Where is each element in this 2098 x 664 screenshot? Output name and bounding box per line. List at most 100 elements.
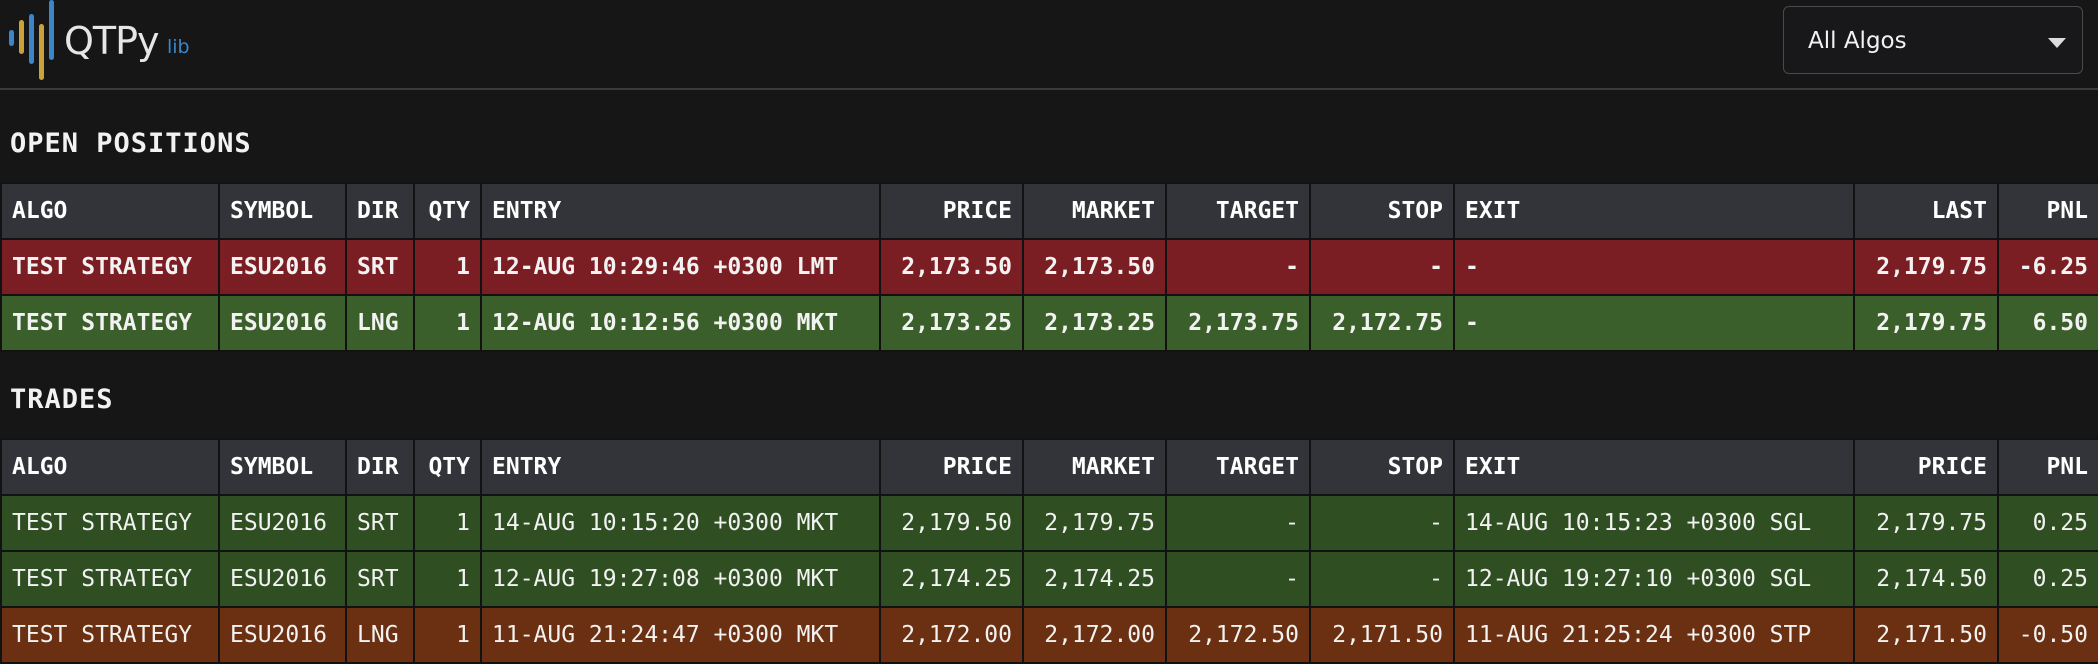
open-positions-table: ALGO SYMBOL DIR QTY ENTRY PRICE MARKET TARGET ST… — [0, 182, 2098, 352]
position-cell-target: 2,173.75 — [1165, 294, 1311, 352]
trade-cell-pnl: 0.25 — [1997, 494, 2098, 552]
trades-col-stop-header[interactable]: STOP — [1309, 438, 1455, 496]
trade-cell-symbol: ESU2016 — [218, 494, 347, 552]
position-cell-pnl: 6.50 — [1997, 294, 2098, 352]
position-cell-qty: 1 — [413, 294, 482, 352]
trade-cell-target: 2,172.50 — [1165, 606, 1311, 664]
trades-header-row: ALGO SYMBOL DIR QTY ENTRY PRICE MARKET TARGET ST… — [0, 438, 2098, 496]
trade-cell-exit: 11-AUG 21:25:24 +0300 STP — [1453, 606, 1855, 664]
trade-cell-algo: TEST STRATEGY — [0, 550, 220, 608]
trade-cell-market: 2,172.00 — [1022, 606, 1167, 664]
trade-cell-target: - — [1165, 494, 1311, 552]
algo-select-value: All Algos — [1808, 28, 1907, 54]
trades-col-qty-header[interactable]: QTY — [413, 438, 482, 496]
logo-bars-icon — [9, 0, 54, 80]
position-row[interactable]: TEST STRATEGY ESU2016 SRT 1 12-AUG 10:29:46 … — [0, 238, 2098, 296]
trades-col-price-header[interactable]: PRICE — [1853, 438, 1999, 496]
trade-cell-pnl: -0.50 — [1997, 606, 2098, 664]
trades-title: TRADES — [10, 384, 114, 415]
trade-cell-target: - — [1165, 550, 1311, 608]
trade-cell-dir: LNG — [345, 606, 415, 664]
algo-select[interactable]: All Algos — [1783, 6, 2083, 74]
trade-cell-algo: TEST STRATEGY — [0, 606, 220, 664]
position-cell-target: - — [1165, 238, 1311, 296]
trades-table: ALGO SYMBOL DIR QTY ENTRY PRICE MARKET TARGET ST… — [0, 438, 2098, 664]
trade-cell-exit-price: 2,171.50 — [1853, 606, 1999, 664]
trade-cell-stop: 2,171.50 — [1309, 606, 1455, 664]
trade-cell-price: 2,174.25 — [879, 550, 1024, 608]
chevron-down-icon — [2048, 38, 2066, 48]
position-cell-stop: - — [1309, 238, 1455, 296]
trade-cell-price: 2,179.50 — [879, 494, 1024, 552]
open-positions-col-algo-header[interactable]: ALGO — [0, 182, 220, 240]
trade-cell-qty: 1 — [413, 550, 482, 608]
trade-cell-algo: TEST STRATEGY — [0, 494, 220, 552]
position-cell-last: 2,179.75 — [1853, 238, 1999, 296]
trade-row[interactable]: TEST STRATEGY ESU2016 SRT 1 12-AUG 19:27:08 … — [0, 550, 2098, 608]
open-positions-col-dir-header[interactable]: DIR — [345, 182, 415, 240]
trades-col-market-header[interactable]: MARKET — [1022, 438, 1167, 496]
position-cell-algo: TEST STRATEGY — [0, 294, 220, 352]
position-cell-exit: - — [1453, 294, 1855, 352]
trade-cell-price: 2,172.00 — [879, 606, 1024, 664]
open-positions-title: OPEN POSITIONS — [10, 128, 252, 159]
position-cell-dir: LNG — [345, 294, 415, 352]
position-cell-stop: 2,172.75 — [1309, 294, 1455, 352]
position-cell-algo: TEST STRATEGY — [0, 238, 220, 296]
position-row[interactable]: TEST STRATEGY ESU2016 LNG 1 12-AUG 10:12:56 … — [0, 294, 2098, 352]
logo-subtext: lib — [167, 36, 190, 58]
position-cell-exit: - — [1453, 238, 1855, 296]
trade-cell-symbol: ESU2016 — [218, 606, 347, 664]
trade-cell-stop: - — [1309, 494, 1455, 552]
trades-col-algo-header[interactable]: ALGO — [0, 438, 220, 496]
qtpylib-logo[interactable]: QTPy lib — [7, 0, 190, 82]
trade-cell-pnl: 0.25 — [1997, 550, 2098, 608]
trades-col-dir-header[interactable]: DIR — [345, 438, 415, 496]
open-positions-col-market-header[interactable]: MARKET — [1022, 182, 1167, 240]
trade-cell-entry: 14-AUG 10:15:20 +0300 MKT — [480, 494, 881, 552]
trades-col-target-header[interactable]: TARGET — [1165, 438, 1311, 496]
open-positions-col-price-header[interactable]: PRICE — [879, 182, 1024, 240]
open-positions-col-stop-header[interactable]: STOP — [1309, 182, 1455, 240]
top-bar: QTPy lib All Algos — [0, 0, 2098, 90]
position-cell-dir: SRT — [345, 238, 415, 296]
trades-col-entry-header[interactable]: ENTRY — [480, 438, 881, 496]
position-cell-price: 2,173.50 — [879, 238, 1024, 296]
trade-cell-market: 2,174.25 — [1022, 550, 1167, 608]
position-cell-symbol: ESU2016 — [218, 238, 347, 296]
trade-cell-stop: - — [1309, 550, 1455, 608]
trade-cell-market: 2,179.75 — [1022, 494, 1167, 552]
position-cell-entry: 12-AUG 10:29:46 +0300 LMT — [480, 238, 881, 296]
trade-row[interactable]: TEST STRATEGY ESU2016 LNG 1 11-AUG 21:24:47 … — [0, 606, 2098, 664]
open-positions-col-entry-header[interactable]: ENTRY — [480, 182, 881, 240]
position-cell-pnl: -6.25 — [1997, 238, 2098, 296]
trade-cell-exit-price: 2,179.75 — [1853, 494, 1999, 552]
trades-col-price-header[interactable]: PRICE — [879, 438, 1024, 496]
trade-cell-exit: 14-AUG 10:15:23 +0300 SGL — [1453, 494, 1855, 552]
trade-cell-dir: SRT — [345, 494, 415, 552]
open-positions-col-pnl-header[interactable]: PNL — [1997, 182, 2098, 240]
open-positions-col-qty-header[interactable]: QTY — [413, 182, 482, 240]
logo-text: QTPy — [64, 19, 160, 63]
open-positions-col-exit-header[interactable]: EXIT — [1453, 182, 1855, 240]
trade-row[interactable]: TEST STRATEGY ESU2016 SRT 1 14-AUG 10:15:20 … — [0, 494, 2098, 552]
trade-cell-dir: SRT — [345, 550, 415, 608]
trade-cell-exit: 12-AUG 19:27:10 +0300 SGL — [1453, 550, 1855, 608]
trade-cell-qty: 1 — [413, 606, 482, 664]
open-positions-col-target-header[interactable]: TARGET — [1165, 182, 1311, 240]
position-cell-price: 2,173.25 — [879, 294, 1024, 352]
trade-cell-entry: 11-AUG 21:24:47 +0300 MKT — [480, 606, 881, 664]
trade-cell-exit-price: 2,174.50 — [1853, 550, 1999, 608]
trade-cell-qty: 1 — [413, 494, 482, 552]
position-cell-qty: 1 — [413, 238, 482, 296]
trades-col-symbol-header[interactable]: SYMBOL — [218, 438, 347, 496]
open-positions-header-row: ALGO SYMBOL DIR QTY ENTRY PRICE MARKET TARGET ST… — [0, 182, 2098, 240]
open-positions-col-symbol-header[interactable]: SYMBOL — [218, 182, 347, 240]
position-cell-market: 2,173.50 — [1022, 238, 1167, 296]
trades-col-exit-header[interactable]: EXIT — [1453, 438, 1855, 496]
open-positions-col-last-header[interactable]: LAST — [1853, 182, 1999, 240]
position-cell-market: 2,173.25 — [1022, 294, 1167, 352]
trades-col-pnl-header[interactable]: PNL — [1997, 438, 2098, 496]
position-cell-symbol: ESU2016 — [218, 294, 347, 352]
position-cell-last: 2,179.75 — [1853, 294, 1999, 352]
